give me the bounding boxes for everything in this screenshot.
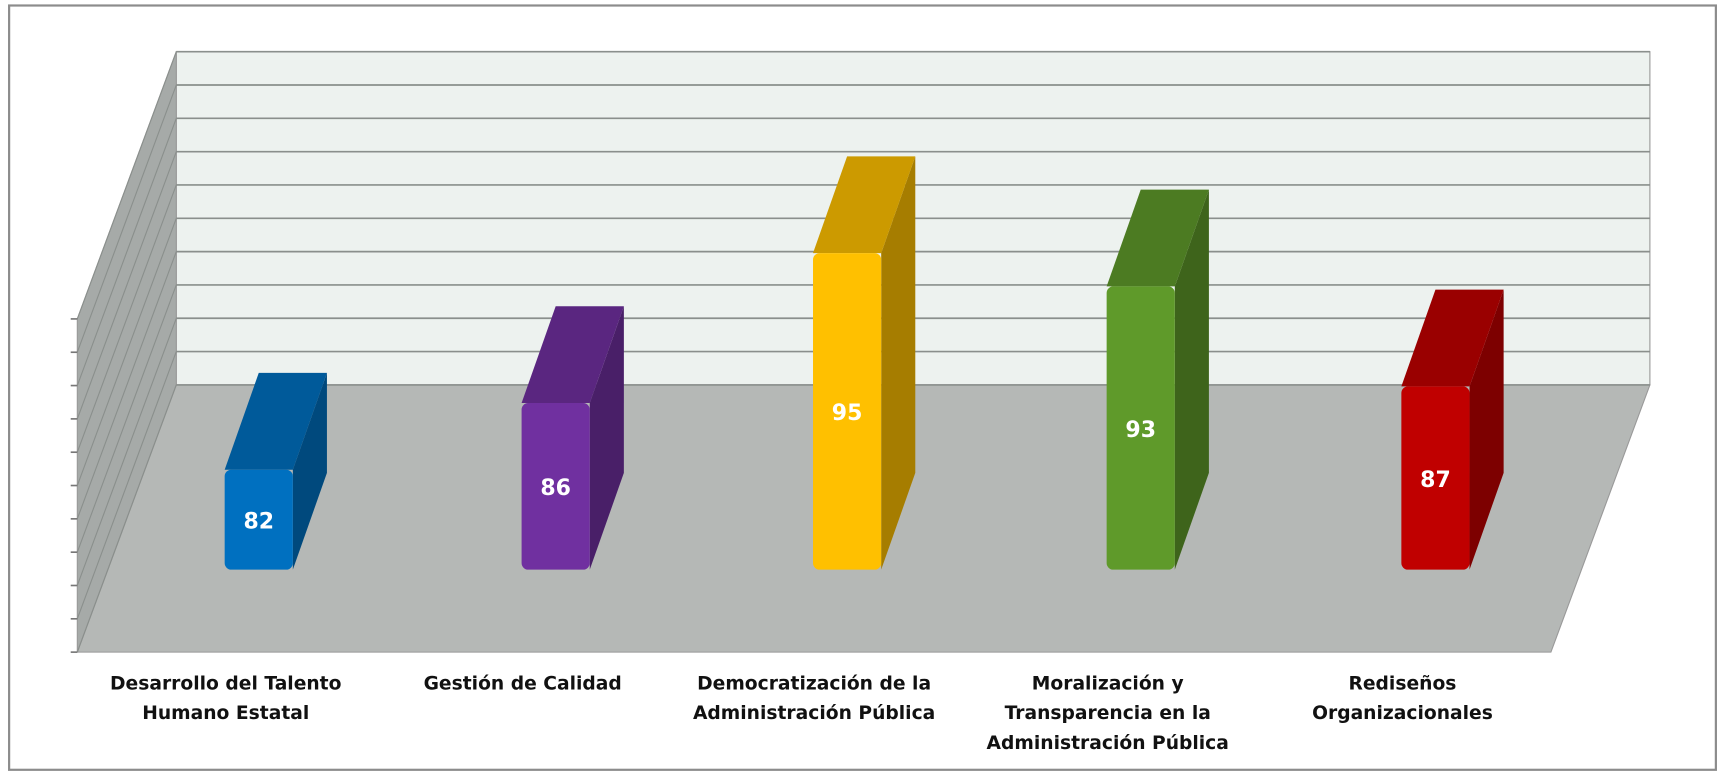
grid-line	[76, 118, 177, 386]
grid-line	[76, 184, 177, 453]
bar-side	[292, 372, 327, 570]
grid-line	[76, 84, 177, 353]
bar-top	[224, 372, 327, 470]
data-label: 93	[1125, 418, 1156, 443]
bar	[1106, 286, 1175, 570]
bar-side	[881, 156, 916, 570]
grid-line	[76, 351, 177, 620]
x-tick-label: Desarrollo del Talento Humano Estatal	[110, 674, 342, 725]
bar-side	[589, 306, 624, 570]
grid-line	[76, 318, 177, 586]
bar	[1401, 386, 1470, 570]
bar	[521, 403, 590, 570]
x-tick-label: Gestión de Calidad	[424, 674, 622, 695]
grid-line	[76, 51, 177, 320]
bar-side	[1469, 289, 1504, 570]
bar-side	[1174, 189, 1209, 570]
grid-line	[76, 151, 177, 420]
x-tick-label: Democratización de la Administración Públ…	[693, 674, 935, 725]
x-tick-label: Moralización y Transparencia en la Adminis…	[987, 674, 1229, 754]
grid-line	[76, 284, 177, 553]
grid-line	[76, 218, 177, 486]
bar	[813, 253, 882, 570]
grid-line	[76, 251, 177, 520]
x-tick-label: Rediseños Organizacionales	[1312, 674, 1493, 725]
bar	[224, 469, 293, 570]
data-label: 86	[540, 476, 571, 501]
data-label: 95	[832, 401, 863, 426]
grid-line	[76, 384, 177, 653]
data-label: 87	[1420, 468, 1451, 493]
data-label: 82	[243, 509, 274, 534]
